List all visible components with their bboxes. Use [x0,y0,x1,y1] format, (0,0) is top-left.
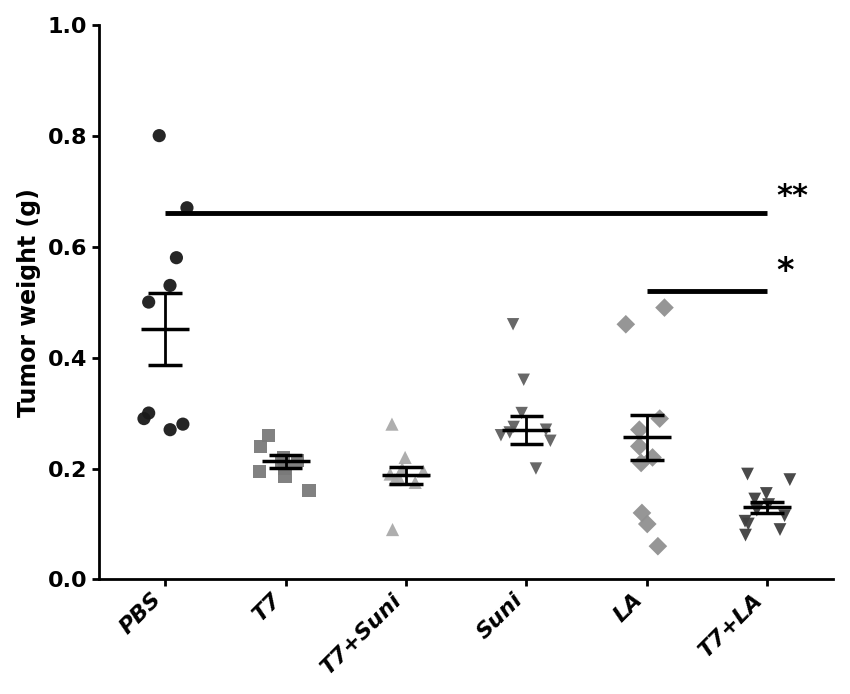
Point [392,471,405,482]
Point [739,530,752,541]
Point [386,524,400,535]
Point [416,466,430,477]
Point [739,516,752,527]
Point [503,427,517,438]
Point [142,296,156,307]
Point [163,280,177,291]
Point [278,463,292,474]
Point [275,457,288,468]
Point [383,468,397,480]
Point [515,407,529,418]
Point [539,424,552,435]
Point [278,471,292,482]
Point [262,430,275,441]
Point [530,463,543,474]
Point [170,252,184,263]
Point [303,485,316,496]
Point [774,524,787,535]
Point [395,463,409,474]
Point [750,505,763,516]
Point [137,413,150,424]
Point [646,452,660,463]
Y-axis label: Tumor weight (g): Tumor weight (g) [17,187,41,416]
Point [741,518,755,530]
Point [176,418,190,430]
Point [658,302,672,313]
Point [253,466,267,477]
Point [635,507,649,518]
Point [544,435,558,446]
Point [778,510,791,521]
Point [507,421,520,432]
Point [740,468,754,480]
Text: **: ** [777,182,808,210]
Point [517,374,530,385]
Point [651,541,665,552]
Point [163,424,177,435]
Point [619,319,632,330]
Point [277,452,291,463]
Point [152,130,166,141]
Point [385,418,399,430]
Point [388,474,402,485]
Point [399,452,412,463]
Point [507,319,520,330]
Point [748,493,762,505]
Point [142,407,156,418]
Text: *: * [777,255,794,288]
Point [762,499,775,510]
Point [760,488,774,499]
Point [653,413,666,424]
Point [783,474,796,485]
Point [408,477,422,488]
Point [632,424,646,435]
Point [641,518,654,530]
Point [291,455,304,466]
Point [180,202,194,213]
Point [634,457,648,468]
Point [494,430,507,441]
Point [253,441,267,452]
Point [632,441,646,452]
